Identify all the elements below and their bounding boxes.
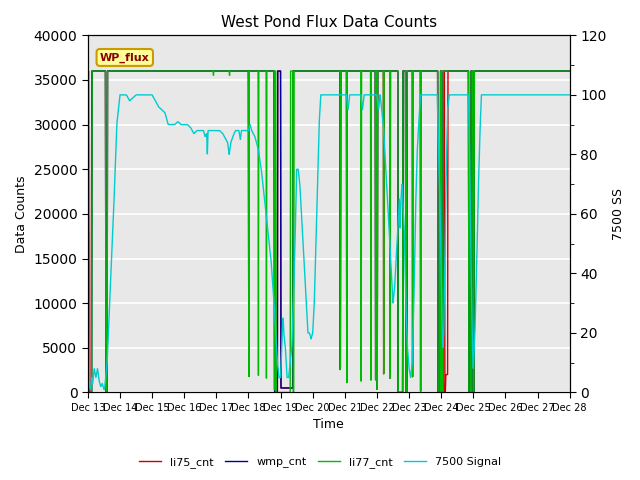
wmp_cnt (84, 68, 92, 74)
li75_cnt (179, 68, 186, 74)
7500 Signal (319, 92, 327, 98)
li77_cnt (85, 390, 93, 396)
wmp_cnt (104, 68, 112, 74)
li75_cnt (104, 68, 112, 74)
wmp_cnt (85, 390, 93, 396)
Legend: li75_cnt, wmp_cnt, li77_cnt, 7500 Signal: li75_cnt, wmp_cnt, li77_cnt, 7500 Signal (135, 452, 505, 472)
li75_cnt (113, 68, 120, 74)
wmp_cnt (540, 68, 548, 74)
7500 Signal (113, 123, 120, 129)
Line: 7500 Signal: 7500 Signal (88, 95, 570, 389)
wmp_cnt (179, 68, 186, 74)
li77_cnt (179, 68, 186, 74)
li77_cnt (540, 68, 548, 74)
li77_cnt (566, 68, 573, 74)
7500 Signal (116, 92, 124, 98)
li75_cnt (319, 68, 327, 74)
7500 Signal (86, 385, 94, 391)
wmp_cnt (113, 68, 120, 74)
7500 Signal (540, 92, 548, 98)
li77_cnt (113, 68, 120, 74)
Line: li75_cnt: li75_cnt (88, 71, 570, 393)
li75_cnt (84, 229, 92, 235)
7500 Signal (566, 92, 573, 98)
Line: li77_cnt: li77_cnt (88, 71, 570, 393)
li77_cnt (104, 68, 112, 74)
X-axis label: Time: Time (314, 419, 344, 432)
li75_cnt (85, 390, 93, 396)
7500 Signal (104, 343, 112, 349)
li75_cnt (88, 68, 95, 74)
wmp_cnt (319, 68, 327, 74)
7500 Signal (84, 241, 92, 247)
7500 Signal (100, 386, 108, 392)
Y-axis label: 7500 SS: 7500 SS (612, 188, 625, 240)
li77_cnt (84, 68, 92, 74)
Title: West Pond Flux Data Counts: West Pond Flux Data Counts (221, 15, 437, 30)
wmp_cnt (566, 68, 573, 74)
li75_cnt (86, 390, 94, 396)
li75_cnt (540, 68, 548, 74)
li77_cnt (319, 68, 327, 74)
Text: WP_flux: WP_flux (100, 52, 150, 62)
7500 Signal (179, 122, 186, 128)
wmp_cnt (86, 390, 94, 396)
Y-axis label: Data Counts: Data Counts (15, 175, 28, 252)
li77_cnt (86, 390, 94, 396)
Line: wmp_cnt: wmp_cnt (88, 71, 570, 393)
li75_cnt (566, 68, 573, 74)
